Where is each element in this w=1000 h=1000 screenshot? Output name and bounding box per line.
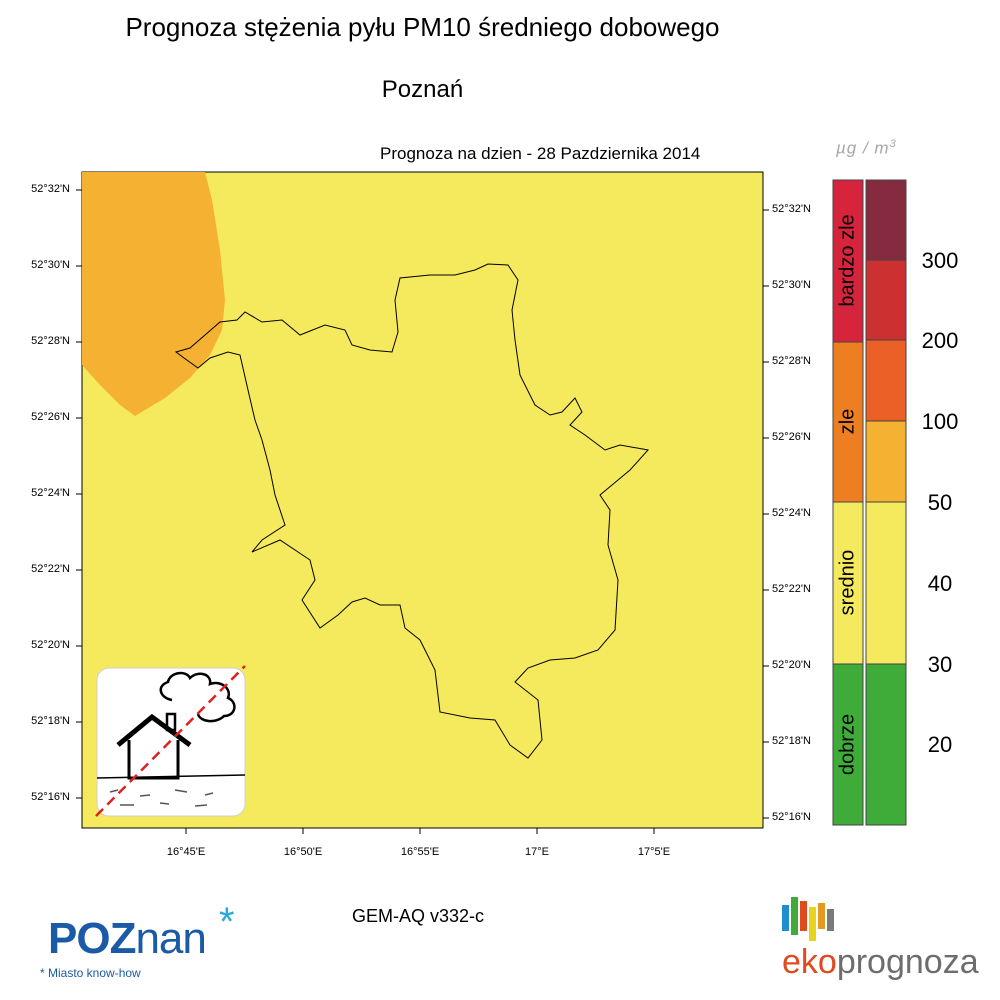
lat-tick-label: 52°32'N — [772, 203, 811, 215]
lat-tick-label: 52°26'N — [772, 431, 811, 443]
lat-tick-label: 52°26'N — [31, 411, 70, 423]
poznan-city-boundary — [174, 263, 649, 759]
lat-tick-label: 52°20'N — [31, 639, 70, 651]
lat-tick-label: 52°24'N — [31, 487, 70, 499]
lat-tick-label: 52°30'N — [772, 279, 811, 291]
scale-value: 50 — [927, 490, 953, 515]
scale-value: 40 — [927, 571, 953, 596]
scale-segment — [866, 664, 906, 825]
ekoprognoza-bars-icon — [782, 897, 834, 941]
scale-value: 30 — [927, 652, 953, 677]
model-version: GEM-AQ v332-c — [352, 906, 485, 926]
category-srednio: srednio — [833, 502, 863, 664]
house-smog-icon — [95, 665, 246, 817]
scale-value: 100 — [921, 409, 959, 434]
page-title: Prognoza stężenia pyłu PM10 średniego do… — [125, 12, 720, 42]
high-concentration-area — [82, 172, 225, 416]
lat-tick-label: 52°24'N — [772, 507, 811, 519]
category-dobrze: dobrze — [833, 664, 863, 825]
ekoprognoza-logo: ekoprognoza — [782, 943, 979, 981]
scale-segment — [866, 180, 906, 260]
lon-tick-label: 17°E — [525, 846, 549, 858]
poznan-logo: POZnan — [48, 914, 207, 963]
poznan-tagline: * Miasto know-how — [40, 966, 141, 980]
scale-segment — [866, 421, 906, 502]
unit-label: µg / m3 — [836, 138, 897, 158]
lat-tick-label: 52°18'N — [31, 715, 70, 727]
scale-segment — [866, 502, 906, 664]
lon-tick-label: 17°5'E — [637, 846, 671, 858]
scale-value: 200 — [921, 328, 959, 353]
lat-tick-label: 52°22'N — [772, 583, 811, 595]
category-bardzo-zle: bardzo zle — [833, 180, 863, 342]
lon-tick-label: 16°50'E — [283, 846, 323, 858]
lat-tick-label: 52°16'N — [772, 811, 811, 823]
lat-tick-label: 52°28'N — [772, 355, 811, 367]
scale-value: 20 — [927, 732, 953, 757]
poznan-star-icon: * — [219, 900, 235, 944]
forecast-date: Prognoza na dzien - 28 Pazdziernika 2014 — [380, 144, 701, 163]
scale-segment — [866, 260, 906, 340]
lat-tick-label: 52°30'N — [31, 259, 70, 271]
lat-tick-label: 52°22'N — [31, 563, 70, 575]
lon-tick-label: 16°45'E — [166, 846, 206, 858]
lat-tick-label: 52°18'N — [772, 735, 811, 747]
scale-segment — [866, 340, 906, 421]
lat-tick-label: 52°32'N — [31, 183, 70, 195]
lat-tick-label: 52°16'N — [31, 791, 70, 803]
lon-tick-label: 16°55'E — [400, 846, 440, 858]
city-name: Poznań — [381, 76, 464, 103]
lat-tick-label: 52°20'N — [772, 659, 811, 671]
category-zle: zle — [833, 342, 863, 502]
scale-value: 300 — [921, 248, 959, 273]
lat-tick-label: 52°28'N — [31, 335, 70, 347]
